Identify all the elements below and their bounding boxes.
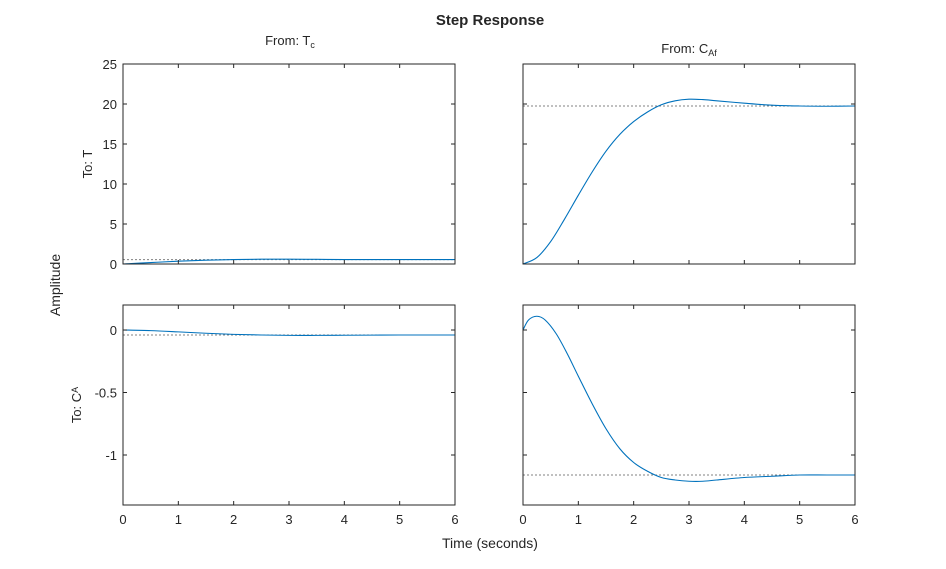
x-tick-label: 1 [575,512,582,527]
y-tick-label: 0 [110,323,117,338]
x-axis-label: Time (seconds) [442,535,538,551]
column-header-tc: From: Tc [265,33,315,50]
x-tick-label: 3 [285,512,292,527]
subplot-2 [522,63,856,265]
y-tick-label: 10 [103,177,117,192]
x-tick-label: 5 [796,512,803,527]
axes-box [522,63,856,265]
x-tick-label: 0 [519,512,526,527]
x-tick-label: 2 [230,512,237,527]
subplot-4: 0 1 2 3 4 5 6 [519,304,859,527]
row-label-ca: To: CA [69,387,84,423]
x-tick-label: 5 [396,512,403,527]
y-tick-label: 5 [110,217,117,232]
subplot-1: 0 5 10 15 20 25 [103,57,456,272]
y-tick-label: -0.5 [95,386,117,401]
chart-title: Step Response [436,12,544,29]
axes-layer: 0 5 10 15 20 25 0 1 2 3 4 5 6 -1 -0.5 0 0 1 2 3 4 5 6 [95,57,859,527]
x-tick-label: 3 [685,512,692,527]
x-tick-label: 6 [451,512,458,527]
y-tick-label: -1 [105,448,117,463]
y-tick-label: 25 [103,57,117,72]
x-tick-label: 6 [851,512,858,527]
axes-box [122,63,456,265]
x-tick-label: 2 [630,512,637,527]
response-curve [523,315,855,482]
column-header-caf: From: CAf [661,41,717,58]
row-label-t: To: T [80,150,95,179]
y-tick-label: 20 [103,97,117,112]
y-tick-label: 15 [103,137,117,152]
response-curve [523,98,855,264]
x-tick-label: 0 [119,512,126,527]
x-tick-label: 4 [741,512,748,527]
x-tick-label: 4 [341,512,348,527]
subplot-3: 0 1 2 3 4 5 6 -1 -0.5 0 [95,304,459,527]
response-curve [123,329,455,336]
y-axis-label: Amplitude [47,254,63,316]
y-tick-label: 0 [110,257,117,272]
x-tick-label: 1 [175,512,182,527]
